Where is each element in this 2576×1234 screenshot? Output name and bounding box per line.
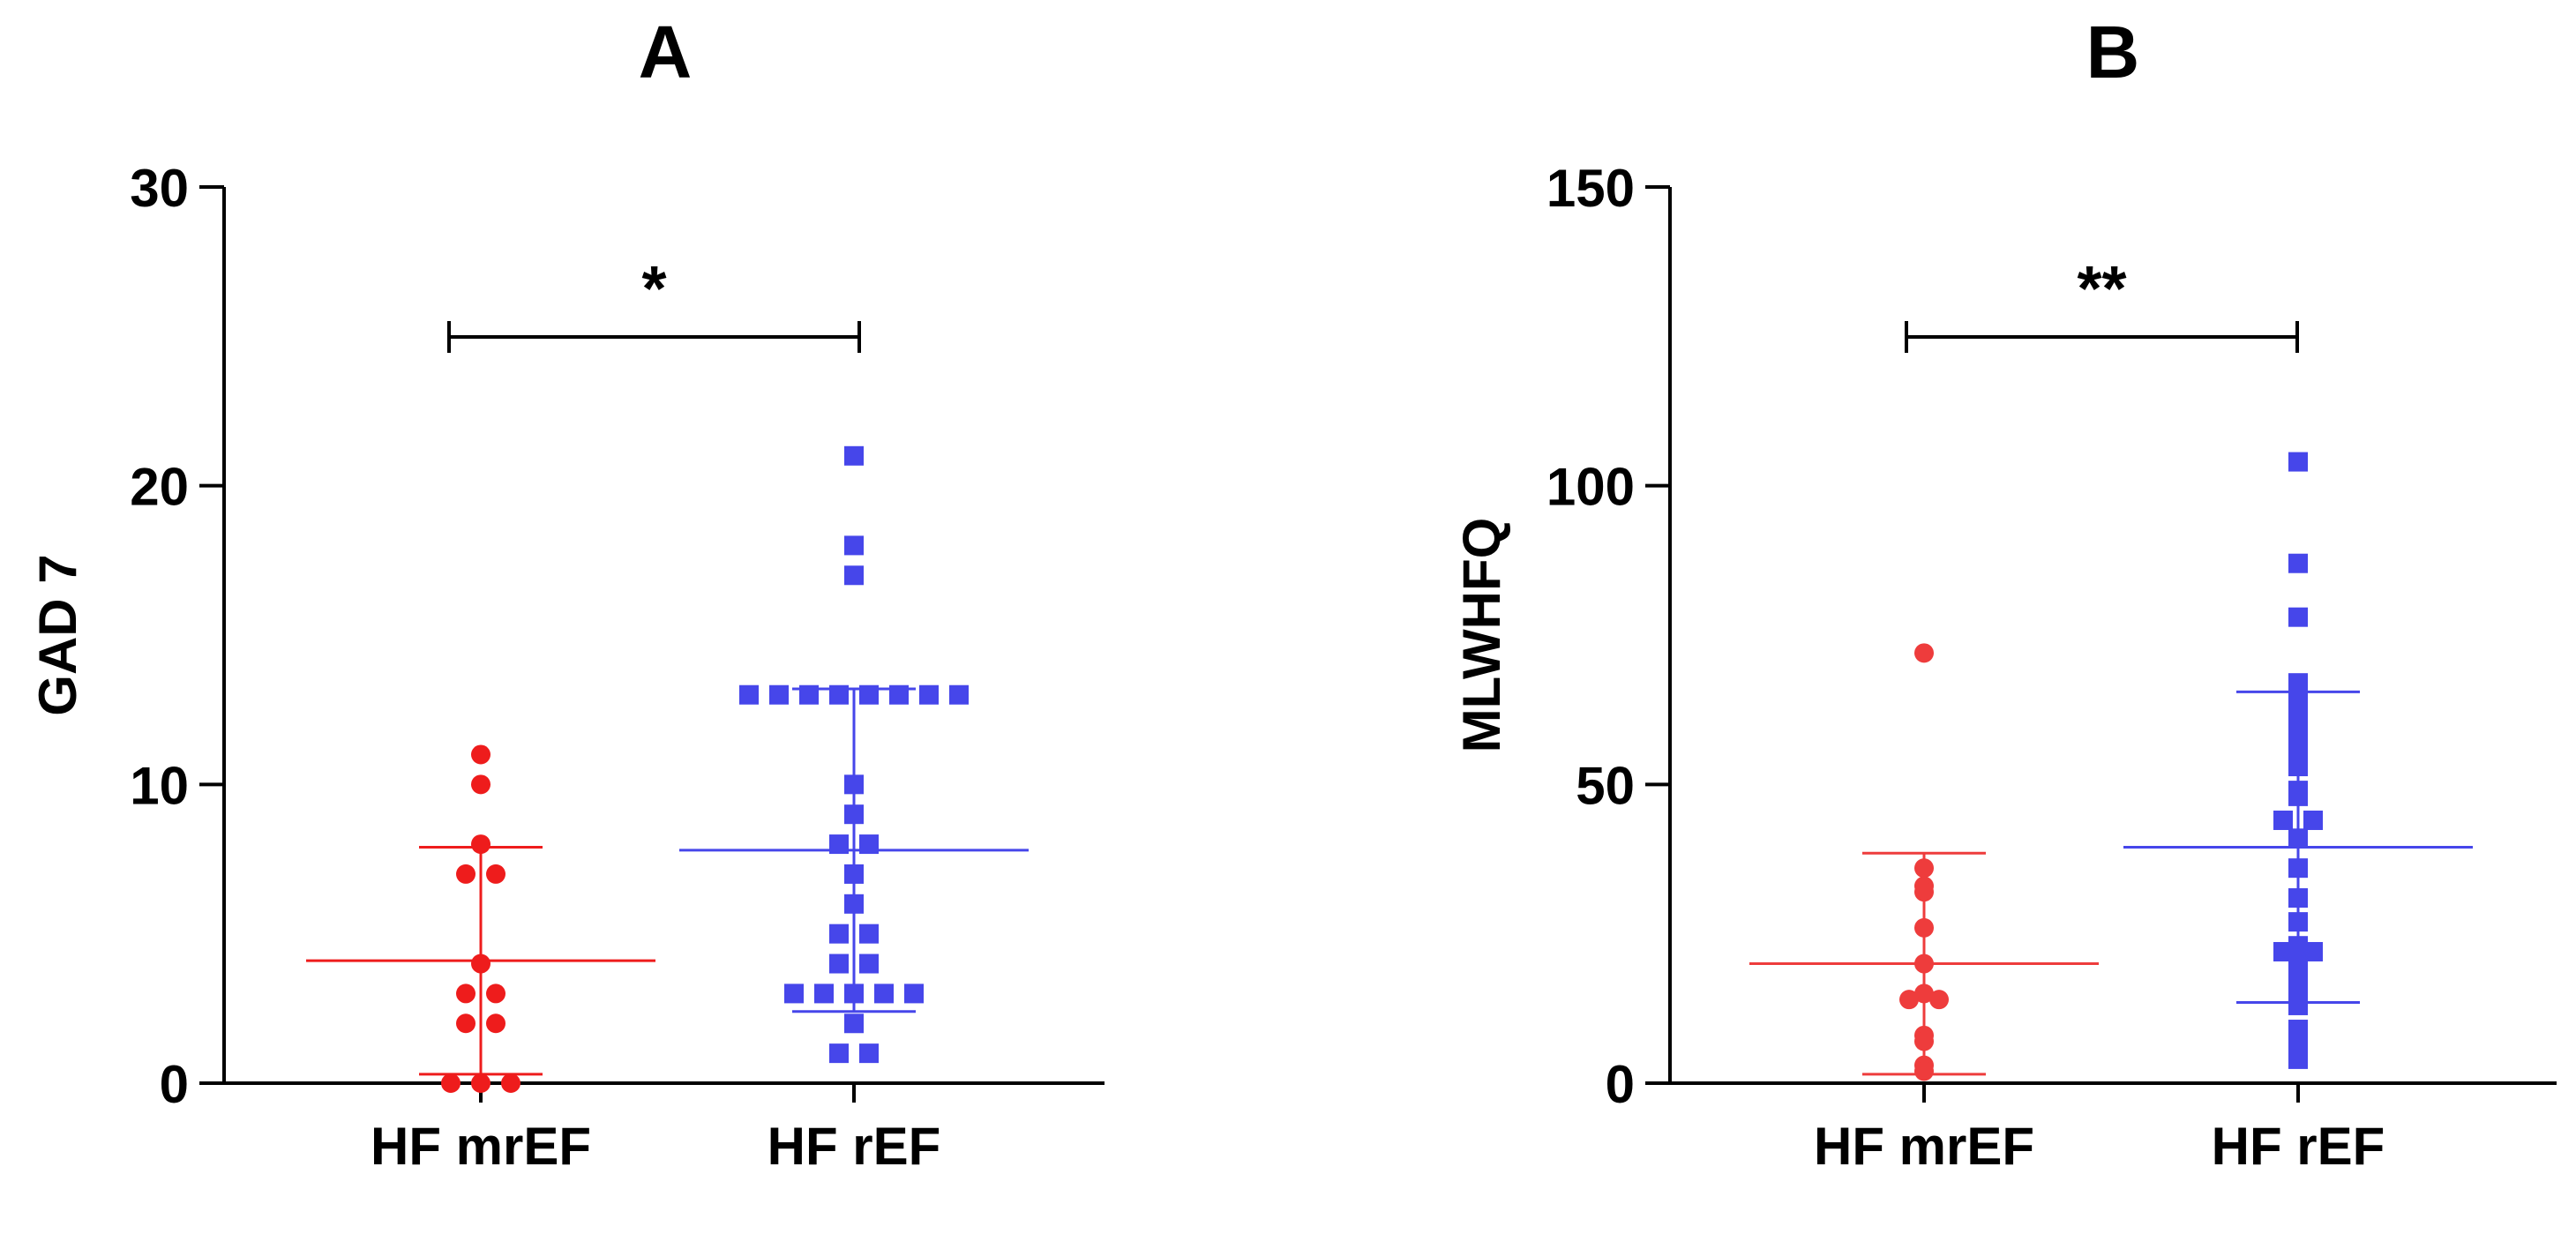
data-point: [829, 924, 849, 944]
data-point: [2288, 553, 2308, 573]
data-point: [2303, 810, 2323, 830]
panel-b: B 0 50 100 150 MLWHFQ HF mrEF HF rEF **: [1452, 11, 2557, 1176]
significance-label: *: [641, 254, 666, 325]
data-point: [844, 565, 864, 586]
data-point: [456, 983, 476, 1004]
y-tick-label: 150: [1546, 159, 1635, 218]
data-point: [874, 983, 894, 1004]
data-point: [1929, 990, 1949, 1010]
y-tick-label: 10: [130, 756, 189, 815]
data-point: [2273, 941, 2293, 961]
y-tick-label: 20: [130, 458, 189, 517]
data-point: [486, 1013, 505, 1034]
data-point: [829, 954, 849, 974]
panel-a: A 0 10 20 30 GAD 7 HF mrEF HF rEF *: [28, 11, 1105, 1176]
data-point: [471, 744, 490, 765]
data-point: [844, 445, 864, 466]
data-point: [456, 864, 476, 884]
data-point: [859, 954, 879, 974]
data-point: [1899, 990, 1919, 1010]
data-point: [2288, 452, 2308, 472]
data-point: [2273, 810, 2293, 830]
y-tick-label: 30: [130, 159, 189, 218]
data-point: [859, 1043, 879, 1064]
x-tick-label: HF mrEF: [371, 1117, 591, 1176]
data-point: [844, 535, 864, 556]
data-point: [471, 774, 490, 795]
y-tick-label: 50: [1576, 756, 1635, 815]
data-point: [859, 924, 879, 944]
y-axis-label: GAD 7: [28, 554, 87, 715]
significance-label: **: [2077, 254, 2126, 325]
panel-title: A: [639, 11, 693, 93]
data-point: [486, 864, 505, 884]
y-axis-label: MLWHFQ: [1452, 518, 1511, 753]
data-point: [471, 1073, 490, 1093]
panel-title: B: [2086, 11, 2140, 93]
data-point: [769, 684, 789, 705]
data-point: [844, 1013, 864, 1034]
data-point: [919, 684, 939, 705]
data-point: [501, 1073, 520, 1093]
data-point: [456, 1013, 476, 1034]
data-point: [2288, 607, 2308, 627]
data-point: [441, 1073, 461, 1093]
data-point: [486, 983, 505, 1004]
data-point: [2288, 1049, 2308, 1069]
data-point: [814, 983, 834, 1004]
data-point: [739, 684, 759, 705]
data-point: [904, 983, 924, 1004]
data-point: [1914, 643, 1934, 663]
data-point: [471, 834, 490, 855]
data-point: [829, 1043, 849, 1064]
data-point: [2288, 1031, 2308, 1051]
data-point: [784, 983, 804, 1004]
y-tick-label: 100: [1546, 458, 1635, 517]
x-tick-label: HF rEF: [768, 1117, 941, 1176]
x-tick-label: HF rEF: [2212, 1117, 2385, 1176]
y-tick-label: 0: [1606, 1055, 1635, 1114]
data-point: [2288, 995, 2308, 1015]
data-point: [949, 684, 969, 705]
x-tick-label: HF mrEF: [1814, 1117, 2034, 1176]
data-point: [2303, 941, 2323, 961]
y-tick-label: 0: [160, 1055, 189, 1114]
